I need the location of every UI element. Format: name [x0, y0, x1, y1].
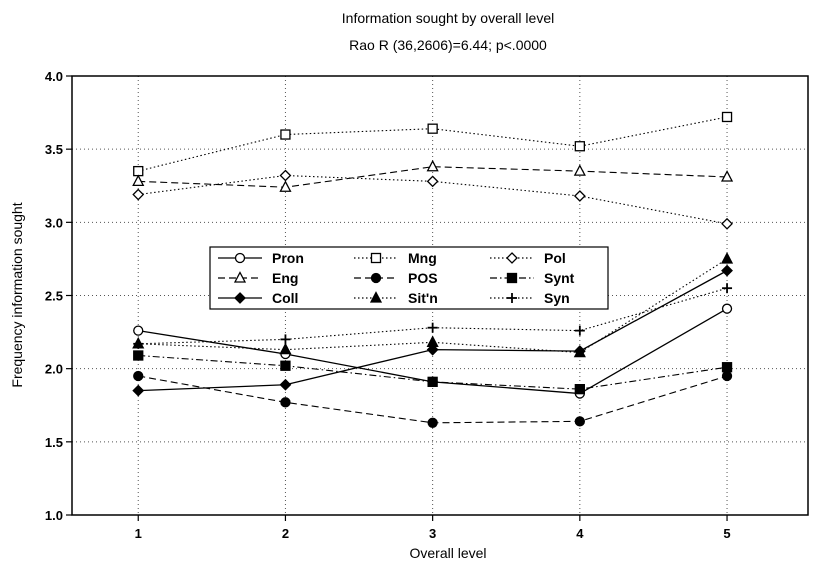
legend-label-syn: Syn: [544, 290, 570, 306]
data-point-sitn: [279, 342, 292, 355]
x-tick-label: 3: [429, 526, 436, 541]
data-point-syn: [574, 325, 585, 336]
y-tick-label: 1.0: [45, 508, 63, 523]
legend-marker-mng: [370, 252, 382, 264]
y-tick-label: 3.0: [45, 215, 63, 230]
x-axis-label: Overall level: [409, 545, 486, 561]
data-point-syn: [133, 338, 144, 349]
data-point-pol: [573, 190, 586, 202]
x-tick-label: 4: [576, 526, 584, 541]
data-point-sitn: [573, 345, 586, 358]
data-point-pos: [280, 397, 291, 408]
data-point-eng: [573, 164, 586, 176]
data-point-synt: [133, 350, 144, 361]
data-point-coll: [426, 343, 439, 356]
data-point-syn: [427, 322, 438, 333]
data-point-mng: [133, 165, 144, 177]
series-line-mng: [138, 116, 728, 172]
y-tick-label: 2.0: [45, 362, 63, 377]
data-point-coll: [279, 378, 292, 391]
data-point-mng: [280, 129, 291, 140]
legend-marker-eng: [233, 271, 247, 283]
y-tick-label: 2.5: [45, 289, 63, 304]
y-tick-label: 3.5: [45, 142, 63, 157]
data-point-pron: [133, 325, 144, 336]
data-point-sitn: [426, 335, 439, 347]
data-point-eng: [132, 174, 145, 187]
data-point-mng: [574, 141, 585, 152]
data-point-eng: [720, 170, 734, 182]
data-point-eng: [426, 159, 439, 172]
legend-label-pol: Pol: [544, 250, 566, 266]
data-point-mng: [721, 111, 733, 123]
legend-label-synt: Synt: [544, 270, 575, 286]
y-tick-label: 1.5: [45, 435, 63, 450]
legend-box: [209, 246, 609, 310]
legend-label-mng: Mng: [408, 250, 437, 266]
legend-marker-coll: [234, 292, 246, 304]
data-point-pol: [426, 175, 439, 188]
data-point-pos: [427, 417, 438, 428]
data-point-synt: [427, 376, 438, 387]
legend-label-pron: Pron: [272, 250, 304, 266]
legend: Pron Mng Pol Eng POS Synt Coll Sit'n Syn: [209, 246, 609, 310]
data-point-pol: [132, 188, 145, 201]
legend-marker-pos: [370, 272, 382, 284]
legend-label-eng: Eng: [272, 270, 298, 286]
data-point-pos: [721, 370, 733, 382]
legend-label-coll: Coll: [272, 290, 298, 306]
data-point-coll: [721, 264, 733, 277]
data-point-sitn: [720, 252, 734, 264]
series-line-syn: [138, 287, 728, 345]
chart-title: Information sought by overall level: [342, 10, 554, 26]
x-tick-label: 5: [723, 526, 730, 541]
data-point-synt: [721, 362, 733, 373]
chart-subtitle: Rao R (36,2606)=6.44; p<.0000: [349, 37, 547, 53]
legend-marker-pol: [506, 252, 518, 264]
data-point-eng: [279, 180, 292, 192]
x-tick-label: 2: [282, 526, 289, 541]
x-tick-label: 1: [135, 526, 142, 541]
data-point-mng: [427, 123, 438, 134]
data-point-pol: [721, 217, 733, 230]
data-point-syn: [280, 334, 291, 345]
legend-marker-syn: [507, 293, 517, 303]
legend-marker-pron: [234, 252, 246, 264]
data-point-coll: [132, 384, 145, 397]
data-point-pos: [133, 370, 144, 382]
data-point-pron: [721, 303, 733, 314]
y-axis-label: Frequency information sought: [9, 202, 25, 387]
data-point-syn: [722, 283, 733, 294]
y-tick-label: 4.0: [45, 69, 63, 84]
data-point-pos: [574, 416, 585, 427]
data-point-pol: [279, 169, 292, 182]
legend-label-sitn: Sit'n: [408, 290, 438, 306]
legend-marker-synt: [506, 272, 518, 284]
data-point-synt: [574, 384, 585, 395]
data-point-synt: [280, 360, 291, 371]
legend-marker-sitn: [369, 291, 383, 303]
series-line-sitn: [138, 258, 728, 354]
legend-label-pos: POS: [408, 270, 438, 286]
